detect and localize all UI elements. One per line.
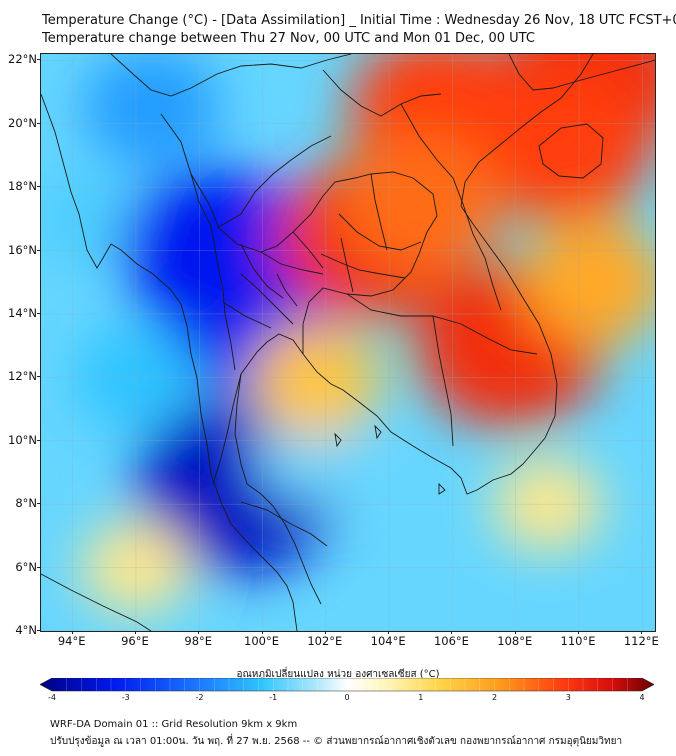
lat-tick-mark <box>37 566 40 568</box>
lat-tick-mark <box>37 249 40 251</box>
gulf-thailand-west-coast <box>212 333 344 485</box>
lon-tick-label: 104°E <box>370 634 406 648</box>
colorbar-tick-label: -1 <box>269 693 278 702</box>
lat-tick-mark <box>37 122 40 124</box>
province-lines-central <box>222 253 406 329</box>
lon-tick-mark <box>388 631 390 634</box>
myanmar-thai-border <box>160 113 236 371</box>
colorbar-tick-label: -4 <box>48 693 56 702</box>
lon-tick-mark <box>261 631 263 634</box>
malaysia-border <box>240 501 328 547</box>
lon-tick-mark <box>451 631 453 634</box>
lat-tick-label: 12°N <box>8 369 37 384</box>
gulf-islands <box>334 424 446 495</box>
laos-china-border <box>322 69 442 117</box>
map-subtitle: Temperature change between Thu 27 Nov, 0… <box>42 31 535 46</box>
gulf-thailand-east-coast <box>342 389 524 495</box>
cambodia-border <box>346 293 538 355</box>
lat-tick-label: 20°N <box>8 115 37 130</box>
province-lines-north <box>216 135 422 299</box>
lon-tick-label: 102°E <box>307 634 343 648</box>
lat-tick-mark <box>37 59 40 61</box>
myanmar-china-border <box>110 54 352 97</box>
colorbar-tick-label: 0 <box>344 693 350 702</box>
lat-tick-label: 4°N <box>15 623 37 637</box>
lon-tick-mark <box>198 631 200 634</box>
sumatra-coast <box>41 573 152 631</box>
field-region-thai-east-warming <box>251 324 382 437</box>
field-region-myanmar-north-cooling <box>82 54 221 168</box>
lat-tick-label: 16°N <box>8 242 37 257</box>
colorbar-tick-label: 4 <box>639 693 645 702</box>
map-title: Temperature Change (°C) - [Data Assimila… <box>42 13 676 28</box>
lon-tick-mark <box>514 631 516 634</box>
lat-tick-label: 22°N <box>8 52 37 67</box>
myanmar-west-coast <box>41 93 298 631</box>
lat-tick-mark <box>37 186 40 188</box>
cambodia-vietnam-border <box>432 315 454 447</box>
lon-tick-label: 94°E <box>57 634 86 648</box>
colorbar-bar <box>40 678 654 692</box>
field-region-eastern-sea-warming <box>522 219 655 346</box>
laos-vietnam-border <box>400 103 502 311</box>
lon-tick-mark <box>134 631 136 634</box>
lat-tick-label: 10°N <box>8 432 37 447</box>
lon-tick-label: 98°E <box>184 634 213 648</box>
peninsula-east-coast <box>234 373 322 605</box>
lat-tick-label: 8°N <box>15 496 37 511</box>
south-china-coast <box>508 54 655 91</box>
thailand-border <box>190 171 438 354</box>
lat-tick-mark <box>37 312 40 314</box>
footer-credit: ปรับปรุงข้อมูล ณ เวลา 01:00น. วัน พฤ. ที… <box>50 736 623 747</box>
lat-tick-label: 18°N <box>8 179 37 194</box>
colorbar-tick-label: 1 <box>418 693 424 702</box>
colorbar-tick-label: 2 <box>491 693 498 702</box>
colorbar-tick-label: 3 <box>565 693 571 702</box>
lon-tick-label: 96°E <box>121 634 149 648</box>
coastlines-borders <box>41 54 655 631</box>
lat-tick-mark <box>37 630 40 631</box>
lat-tick-mark <box>37 376 40 378</box>
field-region-west-coast-cooling <box>41 168 147 269</box>
colorbar-tick-label: -3 <box>121 693 130 702</box>
lon-tick-mark <box>71 631 73 634</box>
temperature-field-map <box>41 54 655 631</box>
field-region-hainan-warming <box>472 63 654 222</box>
temperature-field <box>41 54 655 631</box>
colorbar <box>40 678 654 692</box>
lon-tick-label: 106°E <box>433 634 469 648</box>
map-plot-area <box>40 53 656 632</box>
lon-tick-label: 110°E <box>560 634 596 648</box>
lat-tick-label: 6°N <box>15 559 37 574</box>
lon-tick-mark <box>324 631 326 634</box>
field-region-laos-warming <box>337 130 504 276</box>
lat-tick-mark <box>37 439 40 441</box>
lat-tick-mark <box>37 503 40 505</box>
lon-tick-label: 108°E <box>497 634 533 648</box>
lon-tick-label: 100°E <box>244 634 280 648</box>
lat-tick-label: 14°N <box>8 305 37 320</box>
lon-tick-label: 112°E <box>623 634 659 648</box>
lon-tick-mark <box>578 631 580 634</box>
hainan-coast <box>538 123 604 179</box>
graticule <box>41 54 655 631</box>
footer-model-info: WRF-DA Domain 01 :: Grid Resolution 9km … <box>50 719 298 730</box>
colorbar-title: อุณหภูมิเปลี่ยนแปลง หน่วย องศาเซลเซียส (… <box>236 669 440 680</box>
colorbar-tick-label: -2 <box>195 693 204 702</box>
lon-tick-mark <box>641 631 643 634</box>
vietnam-coast <box>460 54 594 465</box>
